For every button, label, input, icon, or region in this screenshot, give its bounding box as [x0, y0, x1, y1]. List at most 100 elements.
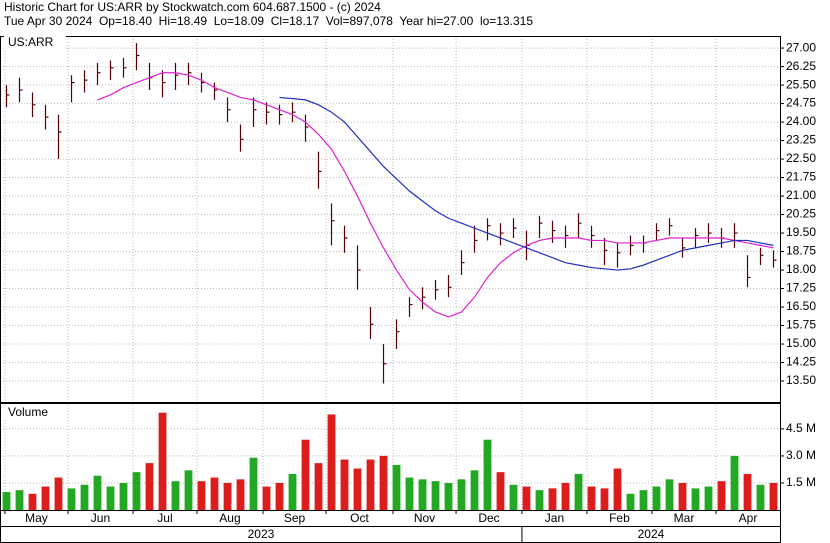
volume-bar [67, 488, 76, 510]
volume-bar [665, 479, 674, 510]
volume-bar [54, 477, 63, 510]
x-tick-label: Feb [609, 511, 630, 525]
volume-bar [496, 472, 505, 510]
x-tick-label: Jul [157, 511, 172, 525]
y-tick-label: 23.25 [786, 133, 816, 147]
y-tick-label: 15.75 [786, 318, 816, 332]
volume-bar [15, 490, 24, 510]
symbol-label: US:ARR [8, 35, 54, 49]
x-tick-label: May [25, 511, 48, 525]
volume-bar [418, 479, 427, 510]
volume-bar [509, 484, 518, 510]
volume-bar [691, 488, 700, 510]
volume-bar [717, 481, 726, 510]
y-tick-label: 24.00 [786, 114, 816, 128]
year-label: 2023 [248, 527, 275, 541]
volume-bar [340, 459, 349, 510]
volume-label: Volume [8, 405, 48, 419]
volume-bar [600, 488, 609, 510]
year-label: 2024 [638, 527, 665, 541]
x-tick-label: Apr [739, 511, 758, 525]
x-tick-label: Sep [284, 511, 306, 525]
x-tick-label: Mar [674, 511, 695, 525]
volume-bar [80, 484, 89, 510]
y-tick-label: 4.5 M [786, 421, 816, 435]
volume-bar [522, 486, 531, 510]
y-tick-label: 21.00 [786, 188, 816, 202]
volume-bar [743, 473, 752, 510]
volume-bar [379, 455, 388, 510]
volume-bar [678, 482, 687, 510]
volume-bar [236, 479, 245, 510]
y-tick-label: 14.25 [786, 355, 816, 369]
y-tick-label: 25.50 [786, 77, 816, 91]
y-tick-label: 19.50 [786, 225, 816, 239]
volume-bar [158, 412, 167, 510]
y-tick-label: 15.00 [786, 336, 816, 350]
y-tick-label: 21.75 [786, 170, 816, 184]
y-tick-label: 17.25 [786, 281, 816, 295]
volume-bar [171, 481, 180, 510]
y-tick-label: 24.75 [786, 96, 816, 110]
volume-bar [392, 464, 401, 510]
volume-bar [704, 486, 713, 510]
volume-bar [431, 481, 440, 510]
volume-bar [587, 486, 596, 510]
y-tick-label: 26.25 [786, 59, 816, 73]
volume-bar [730, 455, 739, 510]
volume-bar [366, 459, 375, 510]
volume-bar [28, 493, 37, 510]
volume-bar [444, 482, 453, 510]
volume-bar [262, 486, 271, 510]
volume-bar [314, 463, 323, 510]
y-tick-label: 22.50 [786, 151, 816, 165]
volume-bar [327, 414, 336, 510]
volume-bar [574, 473, 583, 510]
y-tick-label: 16.50 [786, 299, 816, 313]
y-tick-label: 27.00 [786, 40, 816, 54]
volume-bar [483, 439, 492, 510]
volume-bar [210, 477, 219, 510]
volume-bar [652, 486, 661, 510]
volume-bar [132, 472, 141, 510]
volume-bar [613, 468, 622, 510]
volume-bar [548, 488, 557, 510]
volume-bar [223, 482, 232, 510]
x-tick-label: Oct [350, 511, 369, 525]
volume-bar [457, 479, 466, 510]
volume-bar [145, 463, 154, 510]
y-tick-label: 18.75 [786, 244, 816, 258]
volume-bar [275, 482, 284, 510]
x-tick-label: Dec [478, 511, 499, 525]
volume-bar [2, 491, 11, 510]
y-tick-label: 3.0 M [786, 448, 816, 462]
volume-bar [288, 473, 297, 510]
volume-bar [41, 486, 50, 510]
price-frame [0, 36, 781, 403]
volume-bar [93, 475, 102, 510]
volume-bar [639, 490, 648, 510]
plot-area [0, 36, 784, 510]
volume-bar [119, 482, 128, 510]
volume-bar [301, 439, 310, 510]
volume-bar [535, 490, 544, 510]
y-tick-label: 20.25 [786, 207, 816, 221]
chart-title: Historic Chart for US:ARR by Stockwatch.… [4, 0, 381, 14]
volume-bar [197, 481, 206, 510]
volume-bar [353, 468, 362, 510]
volume-bar [405, 477, 414, 510]
x-tick-label: Jan [545, 511, 564, 525]
volume-bar [756, 484, 765, 510]
volume-bar [626, 493, 635, 510]
x-tick-label: Aug [219, 511, 240, 525]
symbol-box [4, 36, 66, 50]
x-tick-label: Nov [414, 511, 435, 525]
volume-bar [769, 482, 778, 510]
volume-bar [249, 457, 258, 510]
volume-bar [184, 470, 193, 510]
y-tick-label: 13.50 [786, 373, 816, 387]
y-tick-label: 1.5 M [786, 475, 816, 489]
volume-box [4, 406, 58, 420]
